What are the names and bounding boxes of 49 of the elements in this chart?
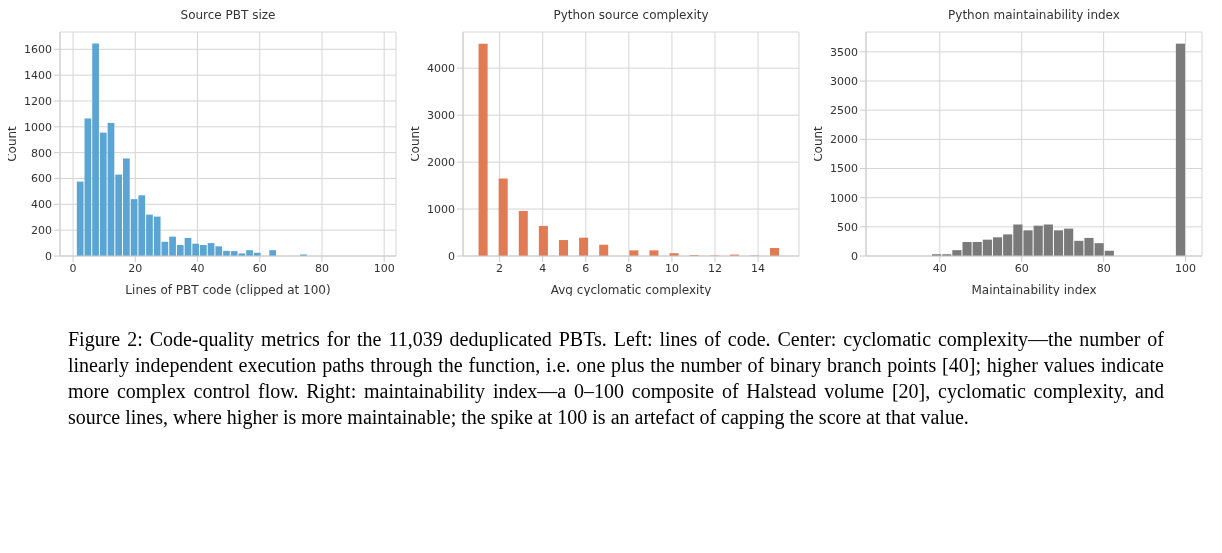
x-tick-label: 80 xyxy=(1096,261,1111,275)
x-tick-label: 12 xyxy=(708,261,722,275)
x-tick-label: 80 xyxy=(314,261,329,275)
y-axis-title: Count xyxy=(5,125,20,162)
y-axis-title: Count xyxy=(408,125,423,162)
y-tick-label: 1400 xyxy=(24,69,52,83)
x-tick-label: 40 xyxy=(932,261,947,275)
y-tick-label: 1500 xyxy=(830,162,858,176)
x-tick-label: 6 xyxy=(582,261,590,275)
chart-title: Python source complexity xyxy=(552,8,710,24)
x-tick-label: 0 xyxy=(69,261,77,275)
y-tick-label: 600 xyxy=(31,172,52,186)
y-tick-label: 4000 xyxy=(427,62,455,76)
caption: Figure 2: Code-quality metrics for the 11,039 deduplicated PBTs. Left: lines of code. Center: cyclomatic complexity—the number of linearly independent execution paths through the function, i.e. one plus the number of binary branch points [40]; higher values indicate more complex control flow. Right: maintainability index—a 0–100 composite of Halstead volume [20], cyclomatic complexity, and source lines, where higher is more maintainable; the spike at 100 is an artefact of capping the score at that value. xyxy=(68,327,1164,430)
y-tick-label: 1200 xyxy=(24,94,52,108)
y-tick-label: 0 xyxy=(45,249,52,263)
y-tick-label: 1000 xyxy=(427,202,455,216)
x-axis-title: Avg cyclomatic complexity xyxy=(550,283,712,297)
x-tick-label: 60 xyxy=(252,261,267,275)
y-tick-label: 2500 xyxy=(830,104,858,118)
y-tick-label: 2000 xyxy=(830,133,858,147)
y-tick-label: 500 xyxy=(837,220,858,234)
x-tick-label: 60 xyxy=(1014,261,1029,275)
x-tick-label: 100 xyxy=(1175,261,1197,275)
x-axis-title: Maintainability index xyxy=(971,283,1097,297)
y-tick-label: 0 xyxy=(851,249,858,263)
x-tick-label: 2 xyxy=(496,261,504,275)
y-tick-label: 1000 xyxy=(830,191,858,205)
x-tick-label: 14 xyxy=(751,261,766,275)
y-tick-label: 3500 xyxy=(830,45,858,59)
y-tick-label: 800 xyxy=(31,146,52,160)
y-tick-label: 1600 xyxy=(24,43,52,57)
x-tick-label: 8 xyxy=(625,261,633,275)
y-tick-label: 1000 xyxy=(24,120,52,134)
chart-title: Python maintainability index xyxy=(947,8,1121,24)
y-tick-label: 2000 xyxy=(427,155,455,169)
y-tick-label: 200 xyxy=(31,224,52,238)
y-tick-label: 3000 xyxy=(830,74,858,88)
chart-title: Source PBT size xyxy=(179,8,277,24)
x-tick-label: 40 xyxy=(190,261,205,275)
x-tick-label: 4 xyxy=(539,261,547,275)
x-tick-label: 100 xyxy=(373,261,395,275)
y-tick-label: 0 xyxy=(448,249,455,263)
x-axis-title: Lines of PBT code (clipped at 100) xyxy=(125,283,331,297)
x-tick-label: 20 xyxy=(128,261,143,275)
y-tick-label: 400 xyxy=(31,198,52,212)
x-tick-label: 10 xyxy=(664,261,679,275)
y-tick-label: 3000 xyxy=(427,109,455,123)
y-axis-title: Count xyxy=(811,125,826,162)
